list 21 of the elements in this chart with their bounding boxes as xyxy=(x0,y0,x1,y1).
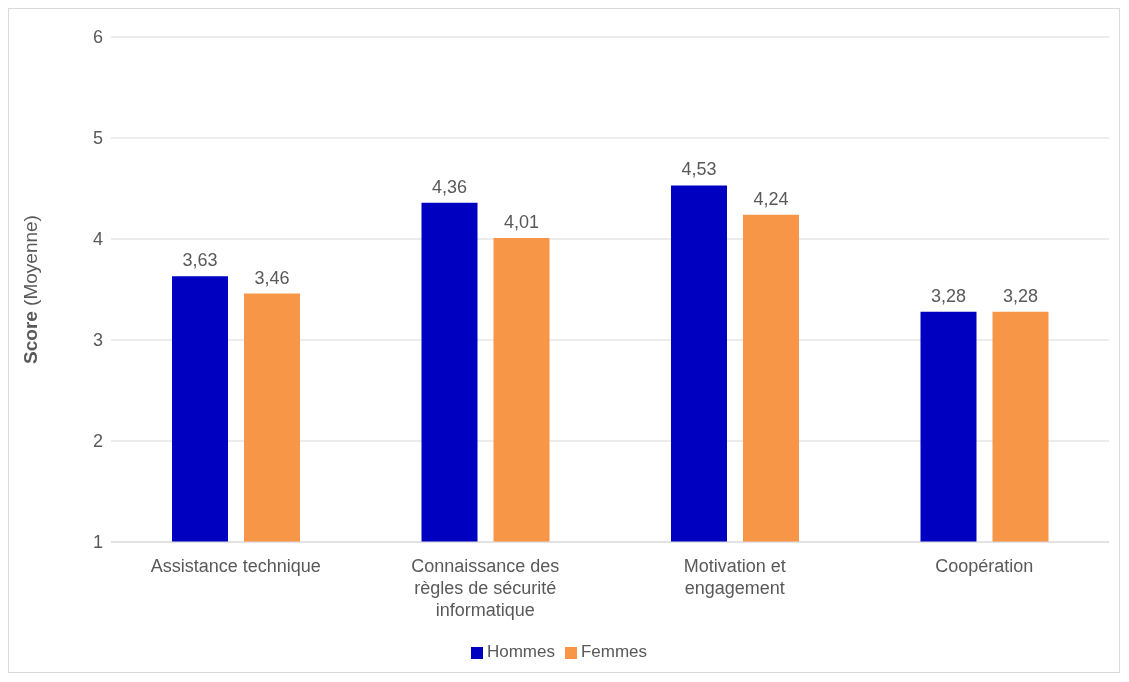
data-label: 3,28 xyxy=(1002,285,1039,306)
y-tick-label: 3 xyxy=(92,330,103,351)
data-label: 4,53 xyxy=(681,159,717,180)
y-tick-label: 5 xyxy=(92,128,103,149)
y-tick-label: 2 xyxy=(92,431,103,452)
x-tick-label: Coopération xyxy=(935,556,1034,576)
y-tick-label: 6 xyxy=(92,27,103,48)
legend-label: Femmes xyxy=(580,642,648,661)
y-axis-title: Score (Moyenne) xyxy=(20,215,41,364)
x-tick-label: Connaissance des règles de sécurité informatique xyxy=(411,556,560,620)
x-tick-label: Motivation et engagement xyxy=(683,556,786,598)
data-label: 3,46 xyxy=(254,267,290,288)
data-label: 4,36 xyxy=(431,176,468,197)
data-label: 4,24 xyxy=(753,188,789,209)
legend-label: Hommes xyxy=(486,642,555,661)
y-tick-label: 4 xyxy=(92,229,103,250)
y-tick-label: 1 xyxy=(92,532,103,553)
data-label: 4,01 xyxy=(503,211,540,232)
data-label: 3,63 xyxy=(182,250,218,271)
x-tick-label: Assistance technique xyxy=(150,556,321,576)
data-label: 3,28 xyxy=(930,285,967,306)
